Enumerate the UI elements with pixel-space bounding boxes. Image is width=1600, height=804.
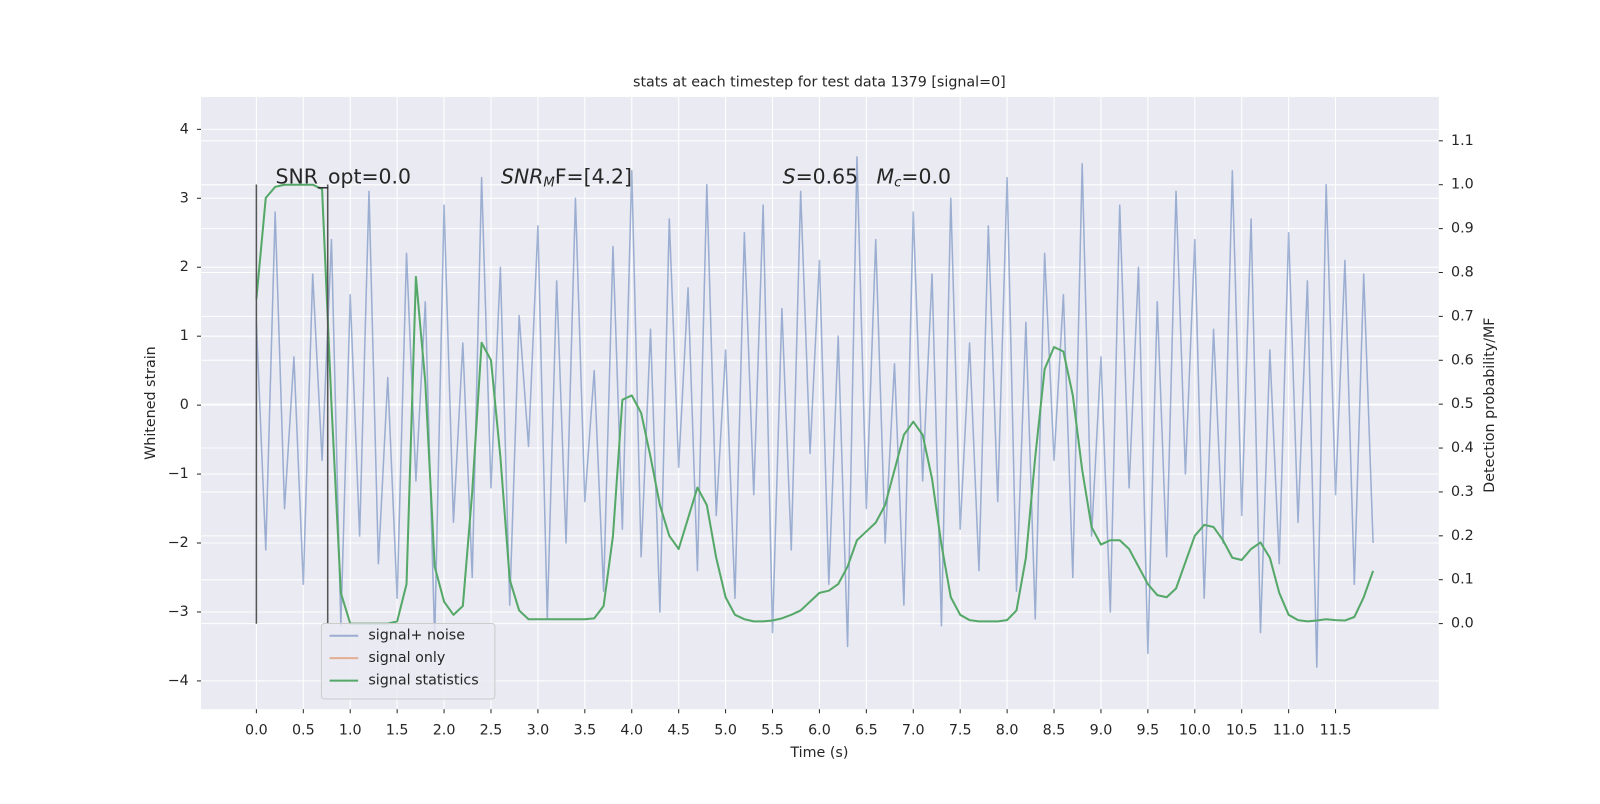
y-tick-label: −4 bbox=[168, 673, 189, 689]
annotation: S=0.65 bbox=[783, 165, 858, 189]
x-tick-label: 2.5 bbox=[480, 723, 503, 739]
annotation-part: =0.65 bbox=[796, 165, 859, 189]
labels: 0.0 0.5 1.0 1.5 2.0 2.5 3.0 3.5 4.0 4.5 5.0 5.5 6.0 6… bbox=[168, 121, 1474, 738]
x-tick-label: 5.5 bbox=[761, 723, 784, 739]
y-tick-label: 2 bbox=[180, 259, 189, 275]
marks bbox=[255, 156, 1375, 668]
legend-box bbox=[320, 622, 496, 700]
x-tick-label: 8.0 bbox=[996, 723, 1019, 739]
x-tick-label: 6.0 bbox=[808, 723, 831, 739]
x-tick-label: 9.0 bbox=[1090, 723, 1113, 739]
x-tick-label: 8.5 bbox=[1043, 723, 1066, 739]
x-tick-label: 2.0 bbox=[433, 723, 456, 739]
y2-tick-label: 1.0 bbox=[1451, 177, 1474, 193]
annotation-part: =0.0 bbox=[901, 165, 951, 189]
y2-tick-label: 0.4 bbox=[1451, 440, 1474, 456]
x-tick-label: 10.5 bbox=[1226, 723, 1258, 739]
x-tick-label: 4.0 bbox=[620, 723, 643, 739]
annotation-sub: c bbox=[894, 176, 902, 191]
y2-tick-label: 0.8 bbox=[1451, 264, 1474, 280]
x-tick-label: 11.5 bbox=[1320, 723, 1352, 739]
series-line bbox=[255, 183, 1375, 625]
legend-label: signal only bbox=[368, 650, 445, 666]
y2-tick-label: 1.1 bbox=[1451, 133, 1474, 149]
y-tick-label: 1 bbox=[180, 328, 189, 344]
y-axis-label: Whitened strain bbox=[143, 346, 159, 460]
annotation-part: SNR bbox=[501, 165, 543, 189]
y-tick-label: −2 bbox=[168, 535, 189, 551]
x-tick-label: 1.0 bbox=[339, 723, 362, 739]
y2-tick-label: 0.2 bbox=[1451, 528, 1474, 544]
annotation-part: S bbox=[783, 165, 796, 189]
y2-tick-label: 0.1 bbox=[1451, 572, 1474, 588]
y-tick-label: −3 bbox=[168, 604, 189, 620]
x-tick-label: 3.5 bbox=[573, 723, 596, 739]
x-tick-label: 1.5 bbox=[386, 723, 409, 739]
x-tick-label: 4.5 bbox=[667, 723, 690, 739]
annotation-sub: M bbox=[543, 176, 555, 191]
y2-axis-label: Detection probability/MF bbox=[1482, 317, 1498, 492]
y-tick-label: −1 bbox=[168, 466, 189, 482]
x-tick-label: 11.0 bbox=[1273, 723, 1305, 739]
legend: signal+ noise signal only signal statistic… bbox=[320, 622, 496, 700]
x-tick-label: 5.0 bbox=[714, 723, 737, 739]
y2-tick-label: 0.5 bbox=[1451, 396, 1474, 412]
series-line bbox=[255, 156, 1374, 668]
x-tick-label: 10.0 bbox=[1179, 723, 1211, 739]
y-tick-label: 0 bbox=[180, 397, 189, 413]
annotation-part: F=[4.2] bbox=[555, 165, 632, 189]
x-tick-label: 6.5 bbox=[855, 723, 878, 739]
x-tick-label: 9.5 bbox=[1137, 723, 1160, 739]
annotation: SNR_opt=0.0 bbox=[276, 165, 412, 190]
legend-label: signal statistics bbox=[368, 673, 478, 689]
x-tick-label: 0.0 bbox=[245, 723, 268, 739]
y-tick-label: 4 bbox=[180, 121, 189, 137]
x-tick-label: 7.0 bbox=[902, 723, 925, 739]
y2-tick-label: 0.9 bbox=[1451, 221, 1474, 237]
x-tick-label: 7.5 bbox=[949, 723, 972, 739]
x-tick-label: 0.5 bbox=[292, 723, 315, 739]
y2-tick-label: 0.6 bbox=[1451, 352, 1474, 368]
x-tick-label: 3.0 bbox=[527, 723, 550, 739]
legend-label: signal+ noise bbox=[368, 628, 465, 644]
annotation-part: M bbox=[877, 165, 895, 189]
y2-tick-label: 0.3 bbox=[1451, 484, 1474, 500]
y-tick-label: 3 bbox=[180, 190, 189, 206]
y2-tick-label: 0.0 bbox=[1451, 616, 1474, 632]
x-axis-label: Time (s) bbox=[789, 745, 848, 761]
y2-tick-label: 0.7 bbox=[1451, 308, 1474, 324]
chart-title: stats at each timestep for test data 137… bbox=[633, 75, 1006, 91]
annotation: Mc=0.0 bbox=[877, 165, 951, 191]
annotation: SNRMF=[4.2] bbox=[501, 165, 632, 191]
